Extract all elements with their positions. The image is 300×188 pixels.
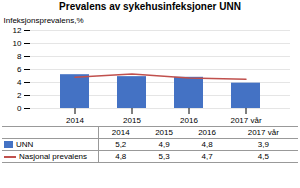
html-text:5,2: 5,2 [115, 140, 127, 149]
svg-text:10: 10 [13, 39, 22, 48]
html-text:2016: 2016 [198, 128, 216, 137]
html-text:UNN: UNN [16, 140, 34, 149]
svg-text:12: 12 [13, 26, 22, 35]
html-text:5,3: 5,3 [158, 152, 170, 161]
html-text:4,8: 4,8 [115, 152, 127, 161]
html-text:4,9: 4,9 [158, 140, 170, 149]
html-text:4,7: 4,7 [201, 152, 213, 161]
html-text:Prevalens av sykehusinfeksjone: Prevalens av sykehusinfeksjoner UNN [59, 1, 241, 12]
svg-text:2014: 2014 [66, 116, 84, 125]
svg-text:8: 8 [17, 52, 22, 61]
html-text:3,9: 3,9 [257, 140, 269, 149]
svg-text:6: 6 [17, 65, 22, 74]
svg-text:4: 4 [17, 78, 22, 87]
svg-text:2016: 2016 [180, 116, 198, 125]
html-text:4,8: 4,8 [201, 140, 213, 149]
svg-text:0: 0 [17, 104, 22, 113]
svg-text:Infeksjonsprevalens,%: Infeksjonsprevalens,% [4, 16, 84, 25]
html-text:Nasjonal prevalens: Nasjonal prevalens [19, 152, 87, 161]
html-text:2015: 2015 [155, 128, 173, 137]
html-text:2017 vår: 2017 vår [247, 128, 279, 137]
svg-text:2: 2 [17, 91, 22, 100]
svg-text:2015: 2015 [123, 116, 141, 125]
svg-text:2017 vår: 2017 vår [230, 116, 261, 125]
html-text:2014: 2014 [111, 128, 130, 137]
html-text:4,5: 4,5 [257, 152, 269, 161]
